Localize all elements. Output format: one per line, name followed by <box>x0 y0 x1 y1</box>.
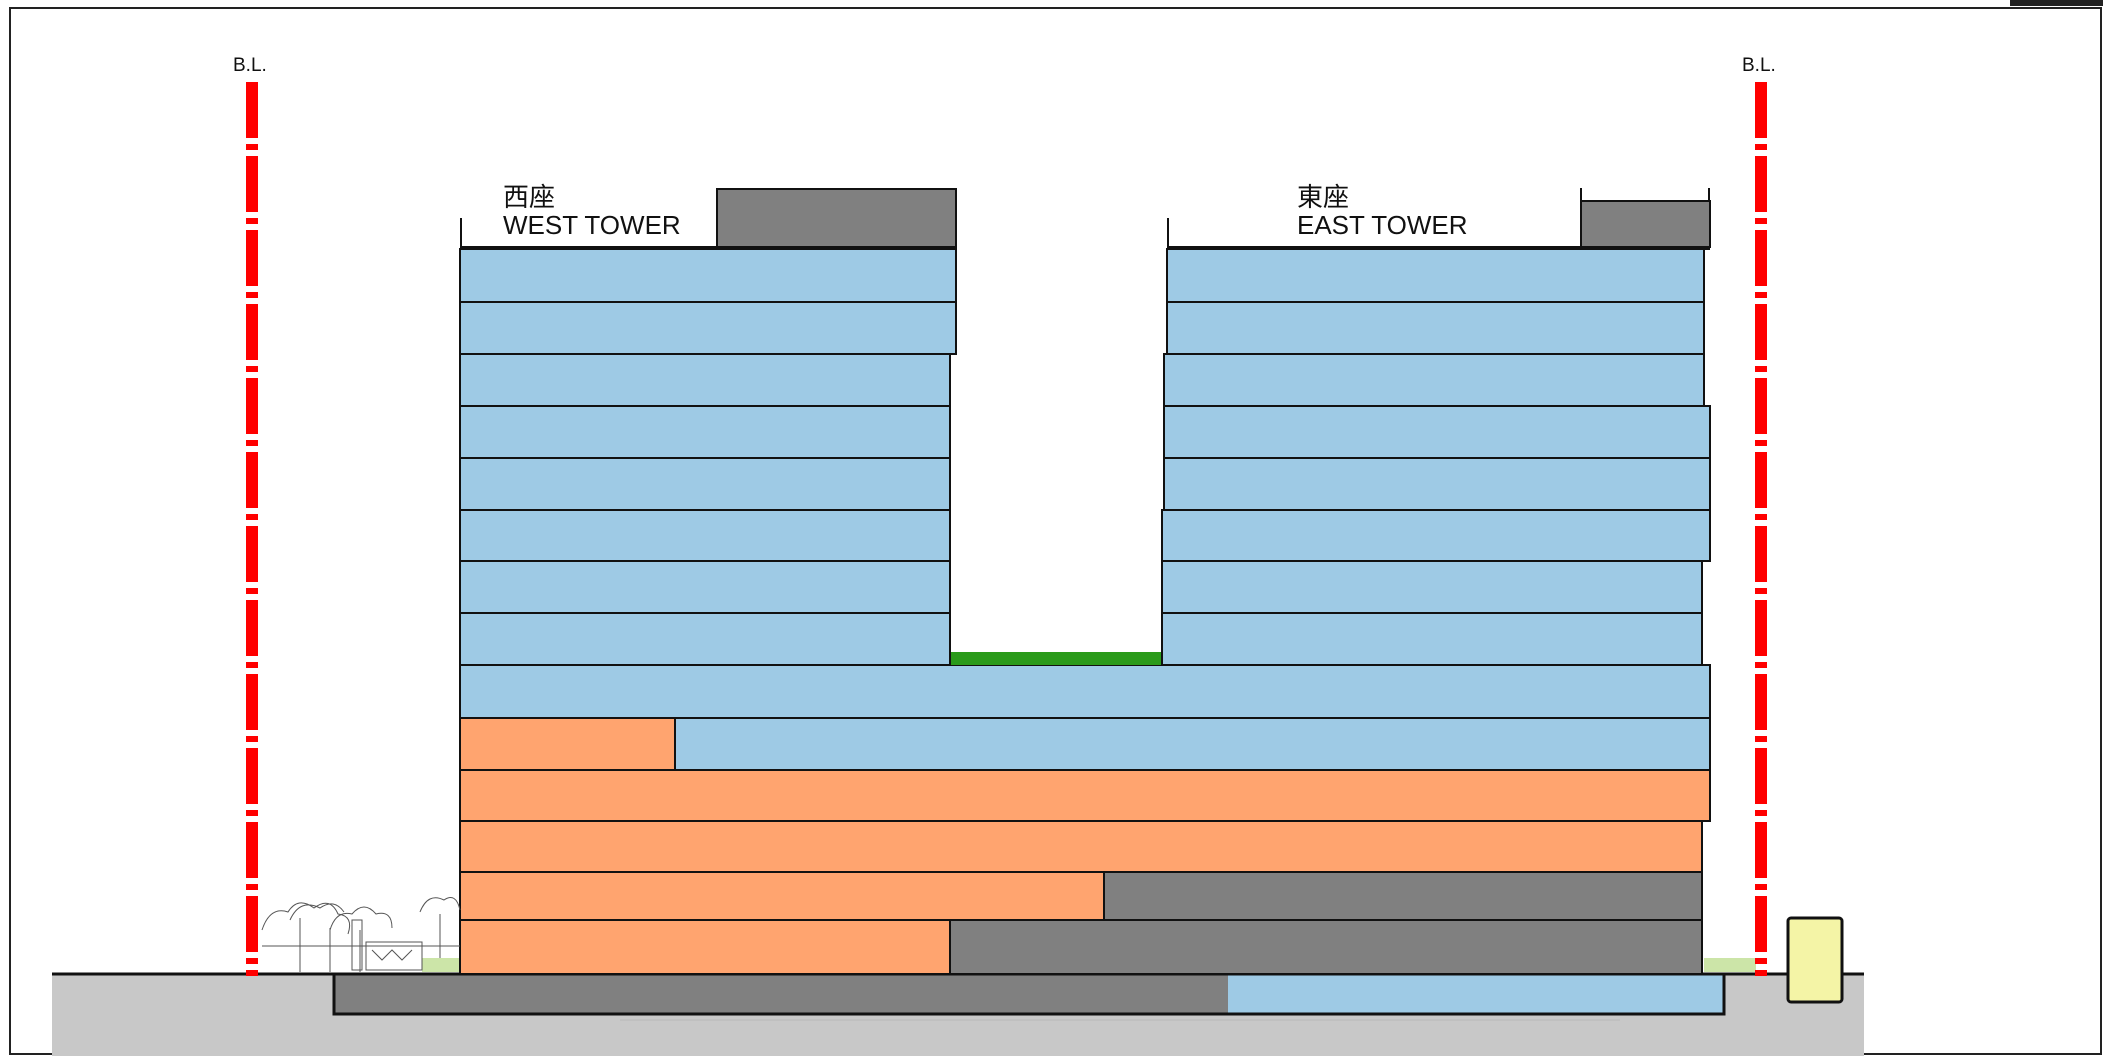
west-tower-floor-5 <box>459 405 951 459</box>
east-tower-label-en: EAST TOWER <box>1297 210 1468 240</box>
east-tower <box>1161 188 1711 666</box>
west-tower-floor-3 <box>459 509 951 562</box>
west-tower-floor-8 <box>459 248 957 303</box>
basement-parking <box>334 974 1228 1014</box>
west-tower-floor-7 <box>459 301 957 355</box>
east-tower-floor-8 <box>1166 248 1705 303</box>
east-tower-floor-4 <box>1163 457 1711 511</box>
west-tower-label-cn: 西座 <box>503 182 555 212</box>
podium-floor-2-parking <box>1103 871 1703 921</box>
podium-floor-5-office <box>674 717 1711 771</box>
podium-floor-5-retail <box>459 717 676 771</box>
west-tower-plant-room <box>716 188 957 248</box>
west-tower-label-en: WEST TOWER <box>503 210 681 240</box>
boundary-label-left: B.L. <box>233 55 267 76</box>
east-tower-floor-5 <box>1163 405 1711 459</box>
east-tower-floor-3 <box>1161 509 1711 562</box>
boundary-label-right: B.L. <box>1742 55 1776 76</box>
west-tower-floor-2 <box>459 560 951 614</box>
planting-strip-left <box>422 958 462 972</box>
east-tower-floor-1 <box>1161 612 1703 666</box>
page-number-fragment <box>2010 0 2103 6</box>
east-tower-label-cn: 東座 <box>1297 182 1349 212</box>
east-tower-floor-2 <box>1161 560 1703 614</box>
west-tower <box>459 188 957 666</box>
podium-floor-3-retail <box>459 820 1703 873</box>
west-tower-floor-4 <box>459 457 951 511</box>
west-tower-floor-6 <box>459 353 951 407</box>
landscape-deck <box>950 652 1162 665</box>
east-tower-floor-6 <box>1163 353 1705 407</box>
kiosk <box>1786 916 1844 1004</box>
planting-strip-right <box>1704 958 1756 972</box>
podium <box>459 664 1711 975</box>
east-tower-plant-room <box>1580 200 1711 248</box>
podium-floor-4-retail <box>459 769 1711 822</box>
podium-floor-1-retail <box>459 919 951 975</box>
podium-floor-6-office <box>459 664 1711 719</box>
street-trees-sketch <box>261 897 461 972</box>
basement-office <box>1228 974 1724 1014</box>
podium-floor-1-parking <box>949 919 1703 975</box>
west-tower-floor-1 <box>459 612 951 666</box>
podium-floor-2-retail <box>459 871 1105 921</box>
east-tower-floor-7 <box>1166 301 1705 355</box>
